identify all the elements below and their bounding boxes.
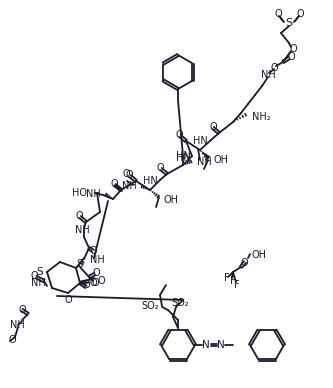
Text: HN: HN	[143, 176, 158, 186]
Text: O: O	[125, 170, 133, 180]
Text: O: O	[92, 268, 100, 278]
Text: O: O	[91, 278, 99, 288]
Text: SO₂: SO₂	[142, 301, 159, 311]
Text: O: O	[240, 258, 248, 268]
Text: NH: NH	[261, 70, 275, 80]
Text: S: S	[36, 267, 43, 277]
Text: O: O	[18, 305, 26, 315]
Text: F: F	[224, 273, 230, 283]
Text: HO: HO	[72, 188, 87, 198]
Text: O: O	[8, 335, 16, 345]
Text: O: O	[289, 44, 297, 54]
Text: O: O	[75, 211, 83, 221]
Text: OH: OH	[252, 250, 267, 260]
Text: O: O	[175, 130, 183, 140]
Text: HN: HN	[193, 136, 208, 146]
Text: NH: NH	[10, 320, 24, 330]
Text: HN: HN	[176, 151, 191, 161]
Text: NH: NH	[197, 157, 212, 167]
Polygon shape	[200, 150, 210, 159]
Text: N: N	[202, 340, 210, 350]
Text: O: O	[122, 169, 130, 179]
Text: O: O	[90, 278, 98, 288]
Text: OH: OH	[163, 195, 178, 205]
Text: NH: NH	[122, 181, 137, 191]
Text: F: F	[234, 280, 240, 290]
Text: O: O	[274, 9, 282, 19]
Text: SO₂: SO₂	[171, 298, 189, 308]
Text: O: O	[82, 280, 90, 290]
Text: O: O	[270, 63, 278, 73]
Text: O: O	[89, 246, 97, 256]
Text: NH: NH	[90, 255, 105, 265]
Text: O: O	[64, 295, 72, 305]
Text: NH: NH	[31, 278, 46, 288]
Text: O: O	[209, 122, 217, 132]
Text: N: N	[217, 340, 225, 350]
Text: NH: NH	[75, 225, 89, 235]
Text: O: O	[296, 9, 304, 19]
Text: HN: HN	[176, 153, 191, 163]
Text: O: O	[98, 276, 106, 286]
Text: O: O	[156, 163, 164, 173]
Text: S: S	[285, 18, 293, 28]
Text: NH: NH	[86, 189, 101, 199]
Text: OH: OH	[213, 155, 228, 165]
Text: NH₂: NH₂	[252, 112, 271, 122]
Text: O: O	[110, 179, 118, 189]
Text: F: F	[230, 276, 236, 286]
Text: O: O	[30, 271, 38, 281]
Text: O: O	[287, 52, 295, 62]
Text: S: S	[77, 259, 84, 269]
